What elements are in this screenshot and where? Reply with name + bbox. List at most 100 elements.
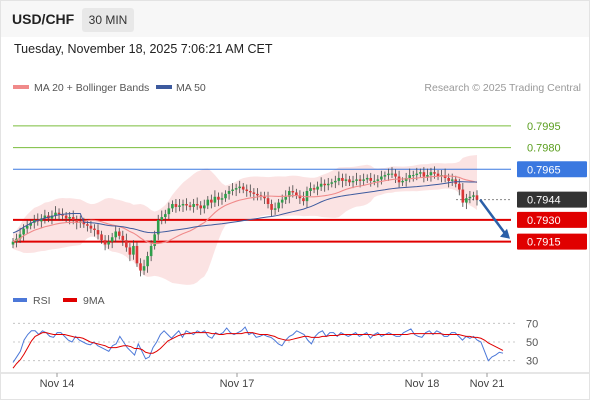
candle-body <box>372 180 376 182</box>
candle-body <box>89 225 93 229</box>
candle-body <box>29 222 33 226</box>
candle-body <box>390 173 394 175</box>
x-axis: Nov 14 Nov 17 Nov 18 Nov 21 <box>1 372 589 390</box>
candle-body <box>86 224 89 226</box>
x-tick-label: Nov 18 <box>405 378 440 390</box>
candle-body <box>380 176 383 180</box>
credit-text: Research © 2025 Trading Central <box>424 82 581 94</box>
candle-body <box>25 225 29 229</box>
candle-body <box>61 214 64 216</box>
candle-body <box>153 234 156 246</box>
candle-body <box>369 177 373 181</box>
candle-body <box>82 221 86 225</box>
candle-body <box>252 192 256 194</box>
candle-body <box>174 204 178 207</box>
candle-body <box>408 175 412 178</box>
candle-body <box>280 199 284 203</box>
rsi-tick-label: 50 <box>526 337 538 349</box>
candle-body <box>224 193 227 199</box>
price-label: 0.7944 <box>527 195 561 207</box>
pivot-label-box <box>517 161 587 178</box>
rsi-line <box>12 326 504 363</box>
candle-body <box>461 189 465 203</box>
candle-body <box>302 198 305 202</box>
candle-body <box>341 177 344 181</box>
candle-body <box>287 191 291 197</box>
candle-body <box>234 188 238 190</box>
symbol-title: USD/CHF <box>12 11 75 27</box>
candle-body <box>326 183 330 186</box>
rsi-plot: 70 50 30 <box>12 318 538 369</box>
candle-body <box>220 198 224 200</box>
candle-body <box>465 198 468 203</box>
candle-body <box>394 173 397 177</box>
candle-body <box>404 177 408 181</box>
ma50-legend-swatch <box>156 85 172 89</box>
candle-body <box>334 180 337 183</box>
candle-body <box>447 177 450 181</box>
candle-body <box>365 177 369 180</box>
candle-body <box>316 186 319 190</box>
candle-body <box>171 204 174 209</box>
candle-body <box>241 186 245 190</box>
candle-body <box>188 205 192 207</box>
rsi-ma-line <box>12 332 504 369</box>
candle-body <box>135 245 139 264</box>
candle-body <box>192 204 195 207</box>
rsi-ma-legend-swatch <box>63 298 77 302</box>
candle-body <box>121 235 125 241</box>
candle-body <box>450 179 454 181</box>
ma50-legend-label: MA 50 <box>176 82 206 94</box>
candle-body <box>256 193 259 196</box>
rsi-tick-label: 30 <box>526 356 538 368</box>
support-label-box <box>517 211 587 228</box>
candle-body <box>383 175 387 177</box>
timeframe-button[interactable]: 30 MIN <box>82 8 134 32</box>
candle-body <box>103 240 107 245</box>
rsi-ma-legend-label: 9MA <box>83 295 105 307</box>
candle-body <box>125 240 128 248</box>
candle-body <box>358 179 362 181</box>
candle-body <box>362 179 365 181</box>
candle-body <box>305 191 309 202</box>
candle-body <box>210 199 213 203</box>
candle-body <box>355 179 358 181</box>
candle-body <box>57 212 61 215</box>
candle-body <box>178 205 181 207</box>
candle-body <box>64 215 68 219</box>
candle-body <box>475 195 479 200</box>
candle-body <box>411 175 415 177</box>
candle-body <box>93 228 96 231</box>
candle-body <box>18 234 22 239</box>
candle-body <box>344 179 348 181</box>
candle-body <box>401 180 404 183</box>
candle-body <box>291 191 295 193</box>
candle-body <box>433 172 436 174</box>
rsi-tick-label: 70 <box>526 318 538 330</box>
candle-body <box>351 180 355 183</box>
resistance-label: 0.7995 <box>527 121 561 133</box>
x-tick-label: Nov 21 <box>470 378 505 390</box>
candle-body <box>263 196 266 199</box>
price-label-box <box>517 191 587 208</box>
candle-body <box>160 217 164 220</box>
candle-body <box>323 183 326 186</box>
candle-body <box>199 205 203 209</box>
ma20-legend-swatch <box>13 85 29 89</box>
candle-body <box>337 177 341 181</box>
candle-body <box>142 266 146 271</box>
candle-body <box>54 212 57 216</box>
candle-body <box>277 202 280 209</box>
candle-body <box>68 217 71 219</box>
candle-body <box>227 191 231 194</box>
candle-body <box>376 179 380 181</box>
candle-body <box>266 198 270 205</box>
ma20-line <box>12 175 478 245</box>
candle-body <box>415 173 419 176</box>
candle-body <box>426 175 429 177</box>
resistance-label: 0.7980 <box>527 143 561 155</box>
timestamp: Tuesday, November 18, 2025 7:06:21 AM CE… <box>14 42 273 56</box>
candle-body <box>309 188 312 191</box>
candlestick-plot <box>11 125 511 285</box>
